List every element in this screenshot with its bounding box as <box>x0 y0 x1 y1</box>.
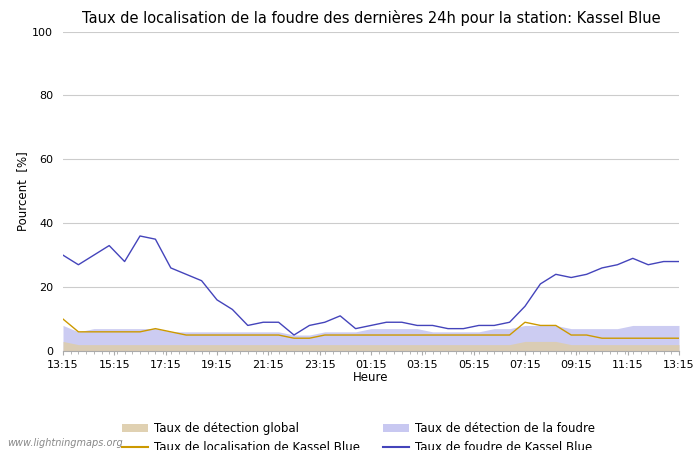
Y-axis label: Pourcent  [%]: Pourcent [%] <box>17 151 29 231</box>
Title: Taux de localisation de la foudre des dernières 24h pour la station: Kassel Blue: Taux de localisation de la foudre des de… <box>82 10 660 26</box>
X-axis label: Heure: Heure <box>354 371 388 384</box>
Text: www.lightningmaps.org: www.lightningmaps.org <box>7 438 122 448</box>
Legend: Taux de détection global, Taux de localisation de Kassel Blue, Taux de détection: Taux de détection global, Taux de locali… <box>122 422 596 450</box>
